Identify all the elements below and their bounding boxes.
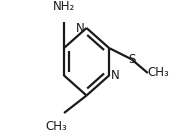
Text: S: S bbox=[128, 53, 135, 66]
Text: CH₃: CH₃ bbox=[148, 67, 170, 79]
Text: N: N bbox=[111, 69, 120, 82]
Text: CH₃: CH₃ bbox=[46, 120, 67, 133]
Text: N: N bbox=[76, 22, 85, 34]
Text: NH₂: NH₂ bbox=[53, 0, 75, 13]
